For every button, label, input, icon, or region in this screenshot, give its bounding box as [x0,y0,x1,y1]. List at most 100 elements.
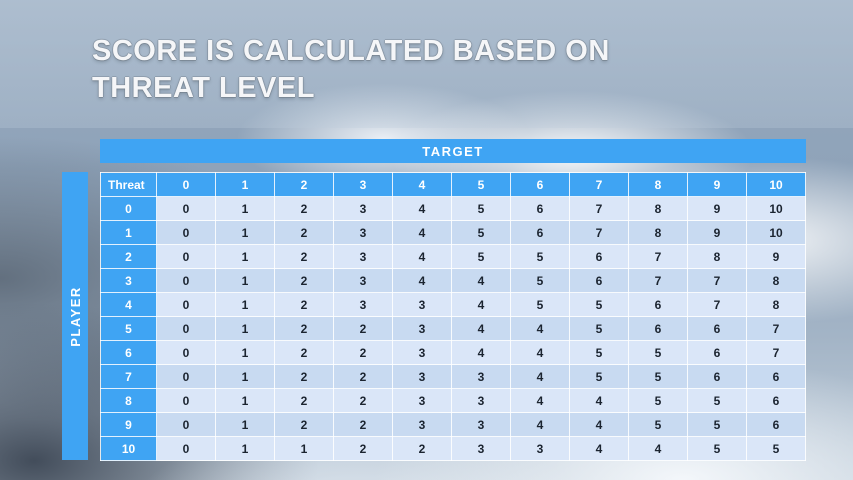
score-cell: 0 [156,220,216,245]
column-header: 10 [746,172,806,197]
score-cell: 2 [333,364,393,389]
score-cell: 2 [274,412,334,437]
row-header: 7 [100,364,157,389]
score-cell: 4 [510,364,570,389]
score-cell: 2 [274,316,334,341]
column-header: 6 [510,172,570,197]
column-header: 4 [392,172,452,197]
score-cell: 5 [628,412,688,437]
row-header: 8 [100,388,157,413]
row-header: 10 [100,436,157,461]
score-cell: 2 [274,244,334,269]
score-cell: 7 [628,244,688,269]
score-cell: 7 [687,268,747,293]
table-row: 0 0 1 2 3 4 5 6 7 8 9 10 [100,196,806,221]
score-cell: 2 [333,436,393,461]
header-row: Threat 0 1 2 3 4 5 6 7 8 9 10 [100,172,806,197]
score-cell: 0 [156,388,216,413]
score-cell: 2 [333,388,393,413]
score-cell: 3 [451,388,511,413]
row-header: 6 [100,340,157,365]
row-header: 2 [100,244,157,269]
column-header: 1 [215,172,275,197]
score-cell: 3 [392,292,452,317]
score-cell: 1 [215,220,275,245]
score-cell: 2 [274,364,334,389]
score-cell: 0 [156,412,216,437]
score-cell: 5 [451,196,511,221]
score-cell: 3 [451,412,511,437]
score-cell: 6 [628,316,688,341]
column-header: 9 [687,172,747,197]
score-cell: 1 [215,268,275,293]
score-cell: 0 [156,436,216,461]
score-cell: 9 [746,244,806,269]
score-table-body: 0 0 1 2 3 4 5 6 7 8 9 10 1 0 1 2 3 4 5 6 7 8 9 10 2 0 1 2 3 4 5 5 6 7 8 9 3 0… [100,196,806,461]
score-cell: 4 [392,268,452,293]
corner-header: Threat [100,172,157,197]
score-cell: 2 [274,340,334,365]
column-header: 5 [451,172,511,197]
row-header: 0 [100,196,157,221]
row-header: 1 [100,220,157,245]
score-cell: 4 [451,268,511,293]
score-cell: 0 [156,364,216,389]
score-cell: 1 [215,196,275,221]
score-cell: 3 [392,340,452,365]
score-cell: 5 [451,244,511,269]
score-cell: 5 [510,244,570,269]
table-row: 1 0 1 2 3 4 5 6 7 8 9 10 [100,220,806,245]
score-cell: 7 [569,196,629,221]
score-cell: 3 [392,364,452,389]
score-cell: 5 [628,364,688,389]
score-cell: 4 [628,436,688,461]
score-cell: 5 [510,292,570,317]
score-cell: 0 [156,292,216,317]
score-cell: 3 [392,388,452,413]
target-label: TARGET [422,143,484,159]
score-cell: 3 [392,412,452,437]
score-cell: 4 [510,412,570,437]
column-header: 0 [156,172,216,197]
score-cell: 3 [333,220,393,245]
score-cell: 6 [687,340,747,365]
score-cell: 4 [569,412,629,437]
score-cell: 0 [156,268,216,293]
score-cell: 1 [215,436,275,461]
score-cell: 2 [392,436,452,461]
score-cell: 10 [746,196,806,221]
score-cell: 7 [569,220,629,245]
score-cell: 2 [333,412,393,437]
score-cell: 1 [215,364,275,389]
column-header: 8 [628,172,688,197]
score-cell: 4 [569,436,629,461]
score-cell: 0 [156,244,216,269]
score-cell: 6 [510,196,570,221]
score-cell: 5 [569,364,629,389]
score-cell: 5 [569,316,629,341]
score-cell: 2 [274,196,334,221]
title-band [0,0,853,128]
score-cell: 6 [687,364,747,389]
score-cell: 3 [451,364,511,389]
score-cell: 9 [687,220,747,245]
player-header-bar: PLAYER [62,172,88,460]
score-cell: 2 [333,316,393,341]
score-cell: 3 [333,292,393,317]
score-cell: 4 [451,316,511,341]
score-cell: 0 [156,340,216,365]
row-header: 3 [100,268,157,293]
target-header-bar: TARGET [100,139,806,163]
score-cell: 6 [746,364,806,389]
score-cell: 3 [333,268,393,293]
row-header: 5 [100,316,157,341]
score-cell: 6 [746,388,806,413]
table-row: 10 0 1 1 2 2 3 3 4 4 5 5 [100,436,806,461]
score-cell: 1 [215,388,275,413]
column-header: 7 [569,172,629,197]
